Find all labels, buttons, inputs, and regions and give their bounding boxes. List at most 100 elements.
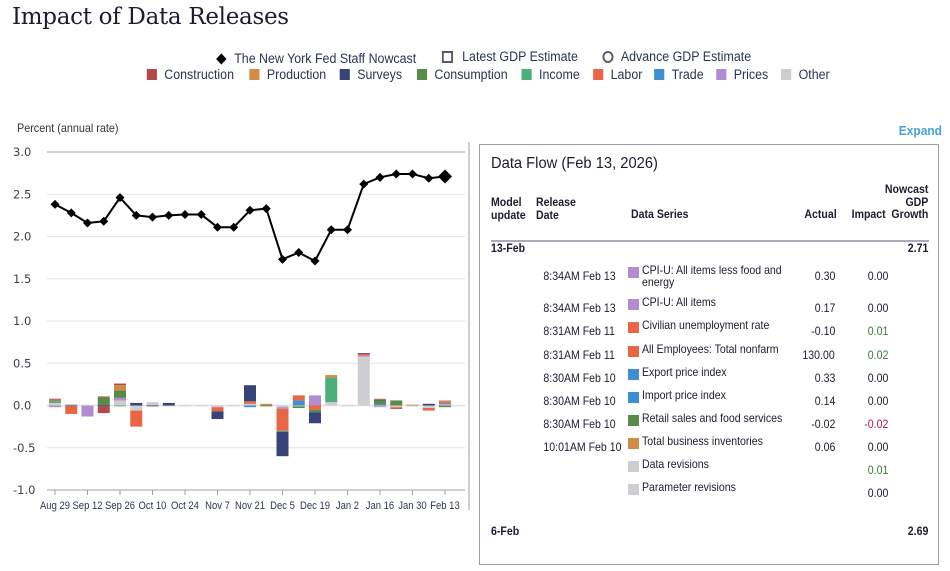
bar-segment-other	[49, 402, 61, 406]
impact-value: 0.02	[867, 348, 888, 362]
nowcast-point	[438, 169, 452, 184]
x-tick-label: Dec 19	[300, 500, 330, 512]
legend-item-income[interactable]: Income	[521, 67, 581, 82]
nowcast-point	[213, 222, 222, 232]
table-row: 8:31AM Feb 11 Civilian unemployment rate -…	[480, 318, 938, 344]
bar-segment-prices	[374, 406, 386, 408]
legend-item-latest-gdp[interactable]: Latest GDP Estimate	[442, 49, 578, 64]
legend-swatch-icon	[780, 69, 791, 80]
bar-segment-other	[162, 405, 175, 407]
legend-item-production[interactable]: Production	[248, 67, 326, 82]
table-row: 8:30AM Feb 10 Export price index 0.33 0.00	[480, 365, 938, 391]
bar-segment-consumption	[374, 400, 386, 405]
legend-item-advance-gdp[interactable]: Advance GDP Estimate	[602, 49, 751, 64]
legend-item-consumption[interactable]: Consumption	[416, 67, 507, 82]
legend-item-labor[interactable]: Labor	[592, 67, 643, 82]
bar-segment-trade	[439, 402, 451, 404]
bar-segment-prices	[81, 405, 94, 417]
table-row: 8:34AM Feb 13 CPI-U: All items 0.17 0.00	[480, 296, 938, 321]
x-tick-label: Sep 12	[73, 500, 103, 512]
bar-segment-labor	[276, 408, 289, 431]
legend-swatch-icon	[521, 69, 533, 80]
nowcast-line	[54, 172, 446, 263]
release-date: 8:30AM Feb 10	[543, 417, 616, 431]
bar-segment-production	[374, 398, 386, 400]
bar-segment-surveys	[130, 402, 143, 406]
bar-segment-prices	[276, 407, 289, 409]
bar-segment-income	[114, 405, 126, 407]
release-date: 8:34AM Feb 13	[543, 301, 616, 315]
bar-segment-surveys	[357, 353, 370, 354]
bar-segment-consumption	[292, 406, 305, 409]
impact-value: 0.00	[867, 440, 888, 454]
bar-segment-surveys	[162, 402, 175, 406]
header-nowcast: Nowcast GDP Growth	[885, 183, 928, 221]
table-row: Parameter revisions 0.00	[480, 481, 938, 506]
legend-item-other[interactable]: Other	[780, 67, 829, 82]
data-flow-panel: Data Flow (Feb 13, 2026) Model update Re…	[479, 144, 939, 565]
bar-segment-production	[439, 400, 451, 402]
line-legend: The New York Fed Staff Nowcast Latest GD…	[8, 49, 950, 66]
impact-value: 0.00	[867, 301, 888, 315]
bar-segment-production	[406, 404, 419, 406]
bar-segment-surveys	[309, 412, 321, 424]
x-tick-label: Oct 24	[171, 500, 199, 512]
bar-segment-other	[211, 405, 224, 408]
release-date: 8:31AM Feb 11	[543, 348, 615, 362]
bar-segment-other	[406, 405, 419, 407]
legend-swatch-icon	[416, 69, 427, 80]
bar-segment-other	[146, 402, 159, 406]
legend-item-construction[interactable]: Construction	[146, 67, 234, 82]
group-model-update: 6-Feb	[491, 524, 520, 538]
expand-link[interactable]: Expand	[898, 123, 942, 138]
bar-segment-surveys	[422, 403, 435, 406]
y-tick-label: 1.5	[13, 272, 31, 286]
bar-segment-labor	[211, 407, 224, 412]
bar-segment-other	[439, 404, 451, 406]
header-data-series: Data Series	[631, 207, 689, 221]
y-tick-label: 1.0	[13, 314, 31, 328]
legend-label: Trade	[671, 67, 704, 82]
legend-swatch-icon	[339, 69, 350, 80]
bar-segment-other	[325, 402, 338, 406]
legend-label: Income	[539, 67, 581, 82]
bar-segment-construction	[114, 383, 126, 386]
bar-segment-consumption	[309, 409, 321, 413]
data-flow-title: Data Flow (Feb 13, 2026)	[491, 155, 658, 172]
legend-label: Labor	[610, 67, 643, 82]
bar-segment-consumption	[390, 400, 403, 406]
bar-segment-prices	[114, 397, 126, 401]
impact-value: -0.02	[863, 417, 888, 431]
bar-segment-other	[341, 405, 354, 407]
data-series-name: Retail sales and food services	[642, 411, 783, 425]
legend-item-prices[interactable]: Prices	[716, 67, 768, 82]
header-actual: Actual	[804, 207, 837, 221]
y-tick-label: 2.0	[13, 230, 31, 244]
nowcast-point	[50, 199, 60, 209]
bar-segment-income	[276, 430, 289, 432]
data-series-name: Civilian unemployment rate	[642, 318, 770, 332]
impact-value: 0.00	[867, 486, 888, 500]
legend-swatch-icon	[592, 69, 603, 80]
bar-segment-labor	[422, 408, 435, 411]
bar-segment-surveys	[146, 405, 159, 407]
bar-segment-trade	[65, 404, 78, 406]
header-line: Nowcast	[884, 182, 928, 196]
impact-value: 0.01	[867, 324, 888, 338]
bar-segment-income	[49, 401, 61, 403]
impact-chart: 3.0 2.5 2.0 1.5 1.0 0.5 0.0 -0.5 -1.0 Aug 29 Sep 1…	[13, 142, 470, 512]
table-row: 8:31AM Feb 11 All Employees: Total nonfar…	[480, 343, 938, 368]
release-date: 8:30AM Feb 10	[543, 394, 616, 408]
bar-segment-labor	[292, 395, 305, 401]
data-series-name: Export price index	[642, 365, 727, 379]
legend-item-surveys[interactable]: Surveys	[339, 67, 402, 82]
legend-item-nowcast[interactable]: The New York Fed Staff Nowcast	[215, 51, 416, 66]
header-line: Growth	[891, 207, 928, 221]
x-tick-label: Feb 13	[430, 500, 460, 512]
bar-segment-other	[357, 356, 370, 406]
x-tick-label: Sep 26	[105, 500, 135, 512]
bar-segment-consumption	[97, 397, 110, 406]
header-line: update	[491, 207, 526, 222]
legend-item-trade[interactable]: Trade	[654, 67, 704, 82]
release-date: 8:31AM Feb 11	[543, 324, 615, 338]
